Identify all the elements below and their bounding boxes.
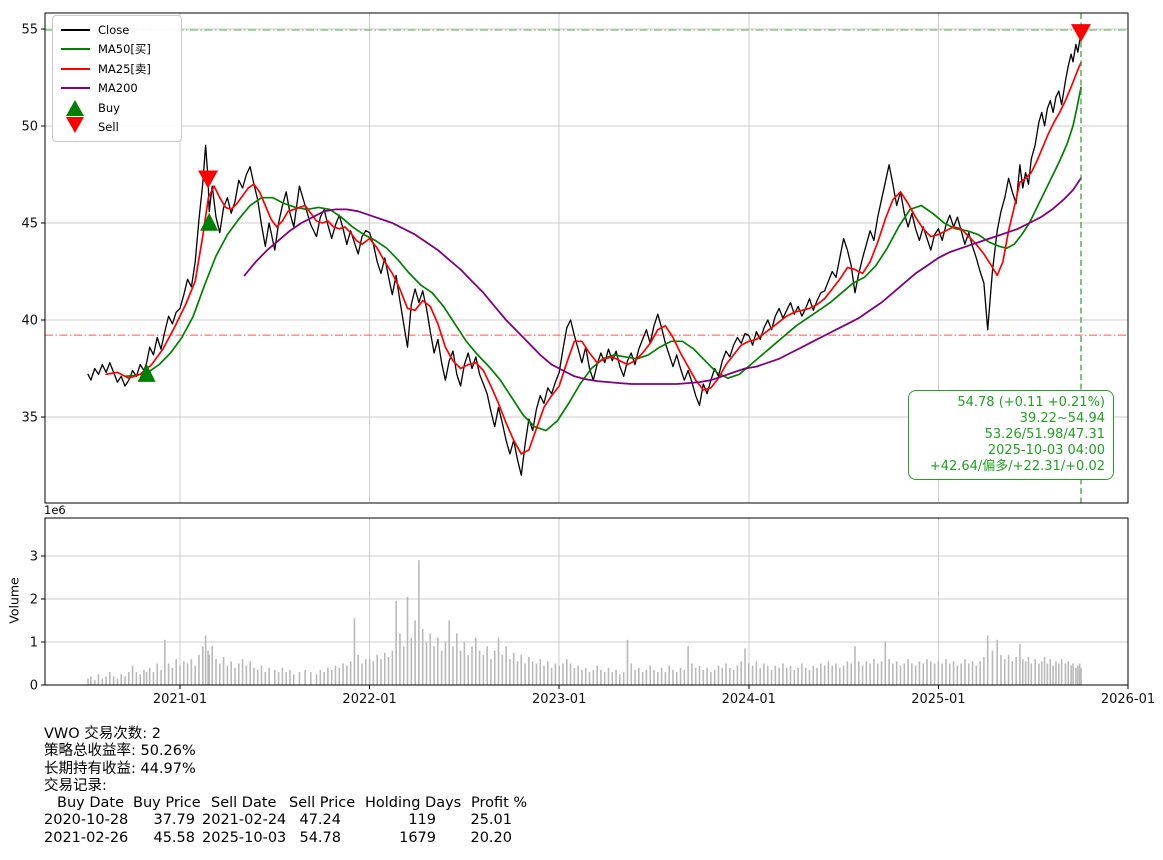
chart-legend: Close MA50[买] MA25[卖] MA200 Buy Sell: [52, 15, 182, 142]
buy-price-cell: 45.58: [153, 829, 195, 846]
legend-item-ma200: MA200: [59, 79, 175, 99]
col-sell-date: Sell Date: [211, 795, 277, 812]
annotation-range-line: 39.22~54.94: [1019, 411, 1105, 426]
col-buy-price: Buy Price: [133, 795, 201, 812]
trade-table-header: Buy Date Buy Price Sell Date Sell Price …: [44, 795, 604, 812]
strategy-stats: VWO 交易次数: 2 策略总收益率: 50.26% 长期持有收益: 44.97…: [44, 726, 604, 847]
legend-label: Sell: [98, 120, 119, 135]
svg-text:45: 45: [21, 216, 38, 231]
svg-text:2023-01: 2023-01: [532, 692, 586, 707]
ma25-line-swatch: [60, 67, 90, 70]
col-holding-days: Holding Days: [365, 795, 462, 812]
svg-text:1: 1: [30, 635, 38, 650]
holding-days-cell: 119: [408, 812, 436, 829]
legend-label: Close: [98, 22, 130, 37]
legend-label: Buy: [98, 100, 120, 115]
close-line-swatch: [60, 28, 90, 31]
sell-price-cell: 47.24: [299, 812, 341, 829]
svg-text:2021-01: 2021-01: [153, 692, 207, 707]
trade-record-title: 交易记录:: [44, 777, 107, 794]
svg-text:50: 50: [21, 119, 38, 134]
ma50-line-swatch: [60, 48, 90, 51]
legend-item-sell: Sell: [59, 117, 175, 138]
svg-text:0: 0: [30, 679, 38, 694]
svg-text:2022-01: 2022-01: [342, 692, 396, 707]
annotation-ma-line: 53.26/51.98/47.31: [984, 427, 1105, 442]
volume-offset-text: 1e6: [44, 503, 66, 517]
legend-item-close: Close: [59, 20, 175, 40]
volume-axis-label: Volume: [6, 577, 22, 624]
legend-label: MA50[买]: [98, 42, 151, 57]
col-sell-price: Sell Price: [289, 795, 356, 812]
annotation-datetime-line: 2025-10-03 04:00: [987, 443, 1105, 458]
sell-date-cell: 2021-02-24: [202, 812, 287, 829]
strategy-return-line: 策略总收益率: 50.26%: [44, 743, 196, 760]
ma200-line-swatch: [60, 87, 90, 90]
svg-text:2: 2: [30, 592, 38, 607]
legend-label: MA25[卖]: [98, 61, 151, 76]
legend-label: MA200: [98, 81, 138, 96]
hold-return-line: 长期持有收益: 44.97%: [44, 760, 196, 777]
svg-text:40: 40: [21, 314, 38, 329]
legend-item-ma25: MA25[卖]: [59, 59, 175, 79]
sell-price-cell: 54.78: [299, 829, 341, 846]
profit-pct-cell: 20.20: [470, 829, 512, 846]
svg-text:2025-01: 2025-01: [911, 692, 965, 707]
annotation-signal-line: +42.64/偏多/+22.31/+0.02: [929, 459, 1105, 474]
buy-date-cell: 2020-10-28: [44, 812, 129, 829]
col-profit-pct: Profit %: [471, 795, 528, 812]
profit-pct-cell: 25.01: [470, 812, 512, 829]
quote-annotation-box: 54.78 (+0.11 +0.21%) 39.22~54.94 53.26/5…: [908, 390, 1114, 480]
svg-text:35: 35: [21, 411, 38, 426]
legend-item-buy: Buy: [59, 98, 175, 118]
trade-table-row: 2021-02-26 45.58 2025-10-03 54.78 1679 2…: [44, 830, 604, 847]
holding-days-cell: 1679: [399, 829, 436, 846]
svg-text:3: 3: [30, 549, 38, 564]
buy-price-cell: 37.79: [153, 812, 195, 829]
buy-triangle-icon: [66, 99, 84, 116]
buy-date-cell: 2021-02-26: [44, 829, 129, 846]
svg-text:55: 55: [21, 22, 38, 37]
sell-date-cell: 2025-10-03: [202, 829, 287, 846]
trade-count-line: VWO 交易次数: 2: [44, 726, 161, 742]
svg-text:2024-01: 2024-01: [722, 692, 776, 707]
col-buy-date: Buy Date: [57, 795, 124, 812]
sell-triangle-icon: [66, 117, 84, 134]
trade-table-row: 2020-10-28 37.79 2021-02-24 47.24 119 25…: [44, 812, 604, 829]
annotation-price-line: 54.78 (+0.11 +0.21%): [957, 395, 1105, 410]
svg-text:2026-01: 2026-01: [1101, 692, 1155, 707]
legend-item-ma50: MA50[买]: [59, 40, 175, 60]
